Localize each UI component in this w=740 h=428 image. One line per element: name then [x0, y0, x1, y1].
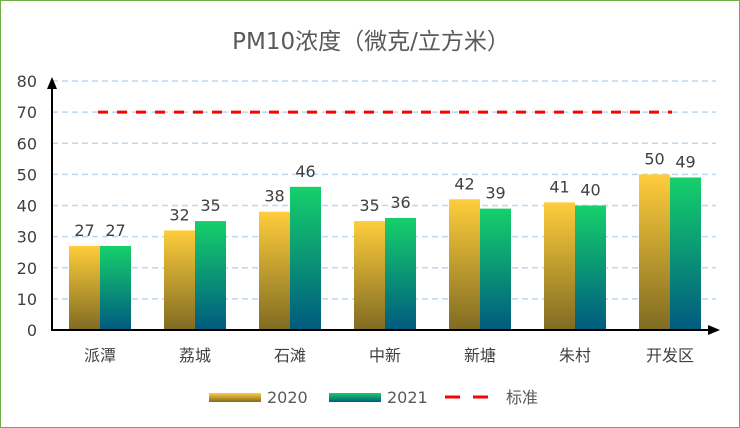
y-tick-label: 70: [17, 103, 37, 122]
x-tick-label: 石滩: [274, 346, 306, 365]
bar-2021: [290, 186, 321, 330]
data-label: 27: [105, 221, 125, 240]
data-label: 50: [644, 149, 664, 168]
bar-2021: [195, 221, 226, 330]
y-tick-label: 30: [17, 228, 37, 247]
x-tick-label: 荔城: [179, 346, 211, 365]
data-label: 32: [169, 205, 189, 224]
bar-2020: [449, 199, 480, 330]
bar-2020: [164, 230, 195, 330]
legend-label: 2020: [267, 388, 308, 407]
data-label: 35: [359, 196, 379, 215]
legend-label: 标准: [506, 388, 538, 407]
x-axis-arrow: [708, 325, 720, 335]
y-tick-label: 40: [17, 197, 37, 216]
x-tick-label: 开发区: [646, 346, 694, 365]
bar-2020: [544, 202, 575, 330]
x-tick-label: 派潭: [84, 346, 116, 365]
data-label: 46: [295, 162, 315, 181]
bar-2021: [575, 205, 606, 330]
x-tick-label: 朱村: [559, 346, 591, 365]
x-tick-label: 中新: [369, 346, 401, 365]
data-label: 38: [264, 187, 284, 206]
data-label: 36: [390, 193, 410, 212]
data-label: 42: [454, 174, 474, 193]
bar-2021: [480, 208, 511, 330]
bar-2020: [354, 221, 385, 330]
data-label: 49: [675, 152, 695, 171]
x-tick-label: 新塘: [464, 346, 496, 365]
bar-2020: [259, 211, 290, 330]
data-label: 40: [580, 181, 600, 200]
y-tick-label: 10: [17, 290, 37, 309]
y-tick-label: 20: [17, 259, 37, 278]
data-label: 27: [74, 221, 94, 240]
y-tick-label: 60: [17, 134, 37, 153]
chart-title: PM10浓度（微克/立方米）: [232, 29, 510, 55]
bar-2020: [69, 245, 100, 330]
y-tick-label: 50: [17, 165, 37, 184]
data-label: 39: [485, 184, 505, 203]
y-tick-label: 0: [27, 321, 37, 340]
bar-2021: [385, 217, 416, 330]
y-axis-arrow: [47, 77, 57, 89]
bar-2020: [639, 174, 670, 330]
data-label: 35: [200, 196, 220, 215]
legend-label: 2021: [387, 388, 428, 407]
legend-swatch-2020: [209, 393, 261, 402]
bar-2021: [670, 177, 701, 330]
data-label: 41: [549, 177, 569, 196]
legend-swatch-2021: [329, 393, 381, 402]
bar-2021: [100, 245, 131, 330]
y-tick-label: 80: [17, 72, 37, 91]
